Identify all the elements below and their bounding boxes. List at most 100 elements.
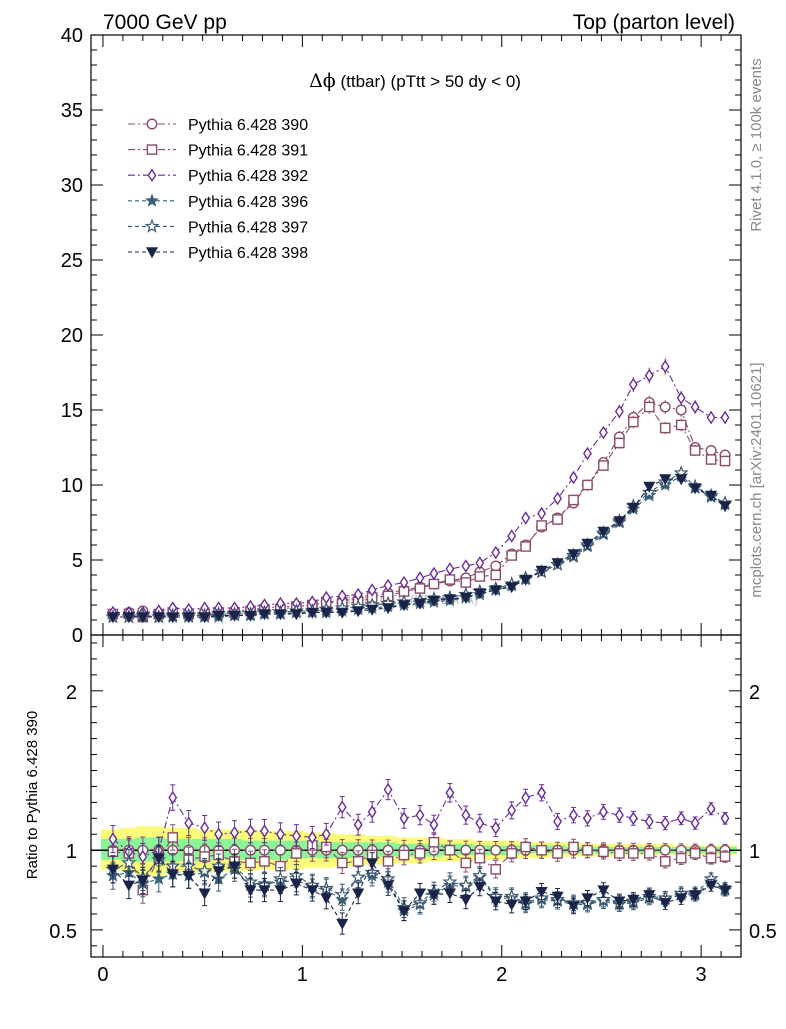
ratio-data-point [336, 918, 349, 930]
data-point [166, 612, 179, 624]
data-point [320, 607, 333, 619]
ratio-data-point [613, 896, 626, 908]
series-5 [105, 465, 733, 624]
legend-label: Pythia 6.428 392 [188, 168, 308, 185]
ratio-data-point [520, 841, 531, 853]
ratio-data-point [230, 825, 239, 840]
ratio-data-point [367, 805, 377, 819]
data-point [399, 575, 409, 590]
data-point [428, 578, 440, 590]
ratio-data-point [138, 849, 148, 864]
ratio-plot-frame [90, 634, 742, 958]
ratio-data-point [427, 890, 440, 902]
ratio-data-point [184, 816, 194, 830]
data-point [553, 491, 563, 506]
data-point [706, 410, 716, 425]
x-tick-label: 2 [496, 964, 507, 986]
data-point [659, 474, 672, 486]
data-point [427, 595, 440, 607]
ratio-data-point [614, 808, 624, 822]
data-point [660, 359, 670, 374]
data-point [628, 377, 638, 392]
data-point [705, 490, 718, 502]
ratio-data-point [291, 829, 301, 843]
ratio-data-point [198, 888, 211, 900]
legend-label: Pythia 6.428 391 [188, 143, 308, 160]
ratio-data-point [429, 817, 439, 832]
ratio-data-point [519, 896, 532, 908]
data-point [290, 609, 303, 621]
data-point [507, 529, 517, 543]
ratio-series-3 [108, 779, 730, 871]
ratio-data-point [414, 848, 426, 859]
data-point [582, 479, 593, 491]
ratio-data-point [598, 805, 608, 819]
ratio-y-tick-label: 0.5 [49, 921, 77, 943]
data-point [212, 610, 225, 622]
ratio-data-point [244, 885, 257, 897]
y-tick-label: 40 [61, 25, 83, 47]
data-point [689, 483, 702, 495]
ratio-data-point [383, 782, 393, 797]
data-point [598, 425, 608, 440]
ratio-data-point [352, 856, 364, 867]
ratio-data-point [490, 864, 502, 875]
legend-label: Pythia 6.428 397 [188, 219, 308, 236]
data-point [705, 445, 717, 457]
ratio-data-point [569, 808, 578, 822]
chart-title: Δϕ (ttbar) (pTtt > 50 dy < 0) [309, 70, 521, 92]
data-point [505, 582, 518, 594]
ratio-data-point [274, 844, 286, 856]
ratio-data-point [245, 857, 256, 869]
data-point [521, 511, 531, 525]
data-point [613, 516, 626, 528]
ratio-series-6 [106, 844, 732, 935]
ratio-series [105, 779, 733, 935]
data-point [569, 470, 578, 485]
data-point [552, 514, 563, 525]
ratio-data-point [352, 888, 365, 900]
data-point [689, 445, 701, 456]
ratio-data-point [307, 830, 317, 845]
x-tick-label: 0 [97, 964, 108, 986]
data-point [444, 574, 456, 585]
ratio-data-point [337, 800, 347, 814]
ratio-data-point [336, 857, 348, 869]
header-right: Top (parton level) [573, 11, 735, 34]
ratio-data-point [491, 821, 501, 835]
ratio-data-point [168, 790, 178, 805]
data-point [659, 401, 671, 413]
x-tick-label: 3 [696, 964, 707, 986]
legend-marker [147, 168, 157, 182]
ratio-data-point [505, 899, 518, 911]
ratio-data-point [460, 857, 472, 869]
ratio-data-point [445, 786, 455, 800]
y-tick-label: 5 [72, 550, 83, 572]
x-tick-label: 1 [297, 964, 308, 986]
ratio-data-point [659, 898, 672, 910]
data-point [474, 571, 486, 582]
ratio-data-point [719, 885, 732, 897]
ratio-data-point [567, 901, 580, 913]
chart-title-rest: (ttbar) (pTtt > 50 dy < 0) [336, 72, 521, 91]
data-point [719, 501, 732, 513]
data-point [597, 526, 610, 538]
data-point [459, 592, 472, 604]
main-ticks: 0 5 10 15 20 25 30 35 40 [61, 25, 742, 647]
data-point [614, 437, 625, 449]
data-point [537, 506, 547, 521]
ratio-ticks: 0.5 0.5 1 1 2 2 0 1 2 3 [49, 635, 777, 986]
ratio-data-point [643, 890, 656, 902]
ratio-data-point [415, 808, 425, 822]
data-point [366, 604, 379, 616]
ratio-ylabel: Ratio to Pythia 6.428 390 [24, 711, 41, 879]
y-tick-label: 15 [61, 400, 83, 422]
ratio-data-point [475, 816, 485, 830]
data-point [122, 612, 135, 624]
ratio-data-point [212, 866, 225, 878]
ratio-data-point [506, 848, 518, 859]
data-point [397, 600, 411, 612]
data-point [413, 598, 427, 610]
data-point [136, 612, 149, 624]
ratio-data-point [719, 851, 731, 862]
